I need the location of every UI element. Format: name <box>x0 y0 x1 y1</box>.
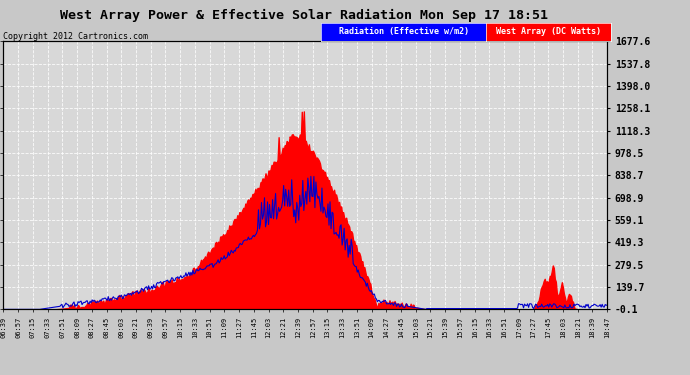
Text: West Array Power & Effective Solar Radiation Mon Sep 17 18:51: West Array Power & Effective Solar Radia… <box>59 9 548 22</box>
Text: Copyright 2012 Cartronics.com: Copyright 2012 Cartronics.com <box>3 32 148 41</box>
Text: Radiation (Effective w/m2): Radiation (Effective w/m2) <box>339 27 469 36</box>
Text: West Array (DC Watts): West Array (DC Watts) <box>496 27 601 36</box>
